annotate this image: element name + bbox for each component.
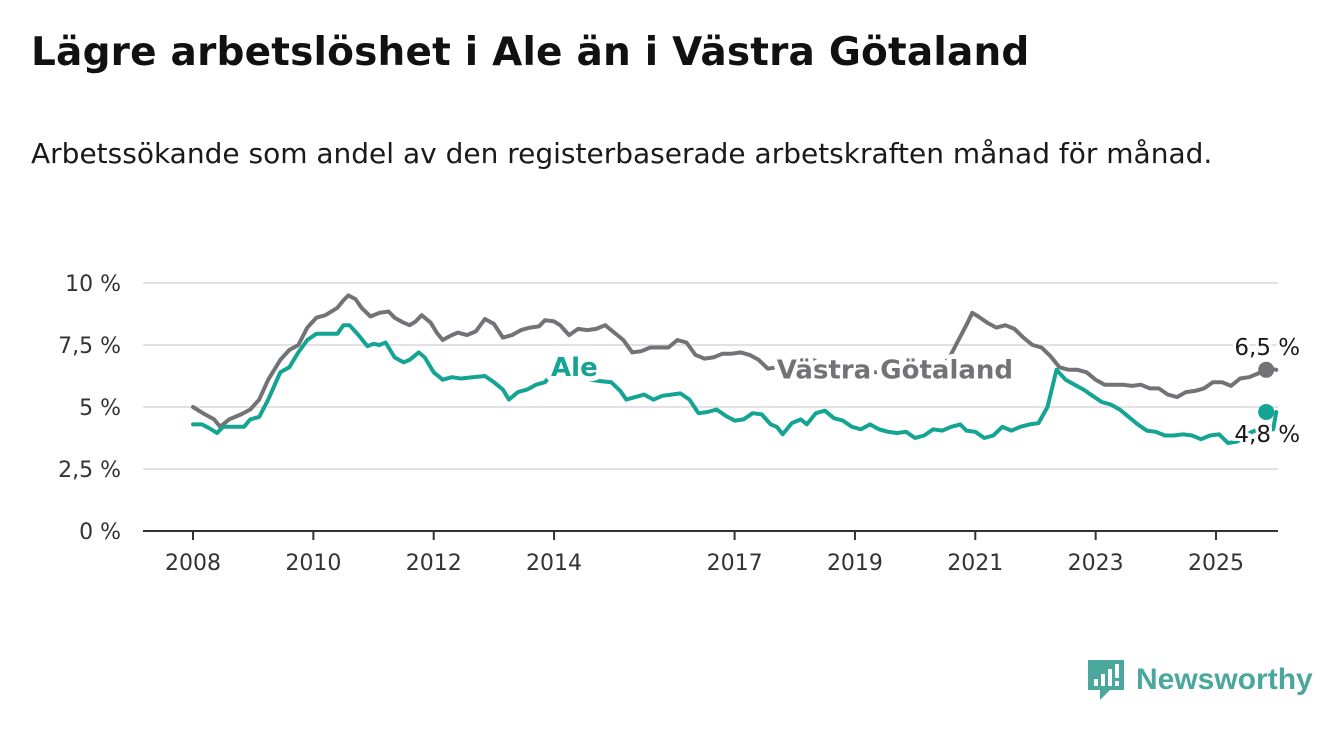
y-tick-label: 7,5 % xyxy=(58,334,121,359)
x-tick-label: 2019 xyxy=(827,551,883,576)
x-tick-label: 2008 xyxy=(165,551,221,576)
chart-title: Lägre arbetslöshet i Ale än i Västra Göt… xyxy=(31,30,1030,75)
series-end-marker-0 xyxy=(1258,361,1275,378)
series-label-0: Västra Götaland xyxy=(777,355,1013,385)
chart-subtitle: Arbetssökande som andel av den registerb… xyxy=(31,137,1213,170)
series-lines xyxy=(191,293,1279,445)
x-tick-label: 2012 xyxy=(406,551,462,576)
end-markers: 6,5 % 4,8 % xyxy=(1231,332,1303,451)
y-tick-label: 2,5 % xyxy=(58,458,121,483)
series-line-1 xyxy=(191,323,1279,445)
grid-lines xyxy=(143,282,1278,470)
series-label-1: Ale xyxy=(551,353,598,383)
series-end-label-0: 6,5 % xyxy=(1234,335,1300,361)
series-end-marker-1 xyxy=(1258,403,1275,420)
series-end-label-1: 4,8 % xyxy=(1234,422,1300,448)
newsworthy-logo-icon xyxy=(1088,660,1124,700)
y-tick-label: 10 % xyxy=(65,272,121,297)
x-axis: 2008 2010 2012 2014 2017 2019 2021 2023 2025 xyxy=(143,530,1278,576)
y-tick-label: 0 % xyxy=(79,520,121,545)
x-tick-label: 2023 xyxy=(1068,551,1124,576)
x-tick-label: 2014 xyxy=(526,551,582,576)
x-tick-label: 2017 xyxy=(707,551,763,576)
x-tick-label: 2021 xyxy=(947,551,1003,576)
brand-name: Newsworthy xyxy=(1136,663,1313,696)
x-tick-label: 2025 xyxy=(1188,551,1244,576)
y-axis-ticks: 0 % 2,5 % 5 % 7,5 % 10 % xyxy=(58,272,121,545)
brand-logo[interactable]: Newsworthy xyxy=(1088,660,1313,700)
x-tick-label: 2010 xyxy=(285,551,341,576)
y-tick-label: 5 % xyxy=(79,396,121,421)
series-labels: Västra Götaland Ale xyxy=(546,348,1018,390)
series-line-0 xyxy=(191,293,1279,429)
